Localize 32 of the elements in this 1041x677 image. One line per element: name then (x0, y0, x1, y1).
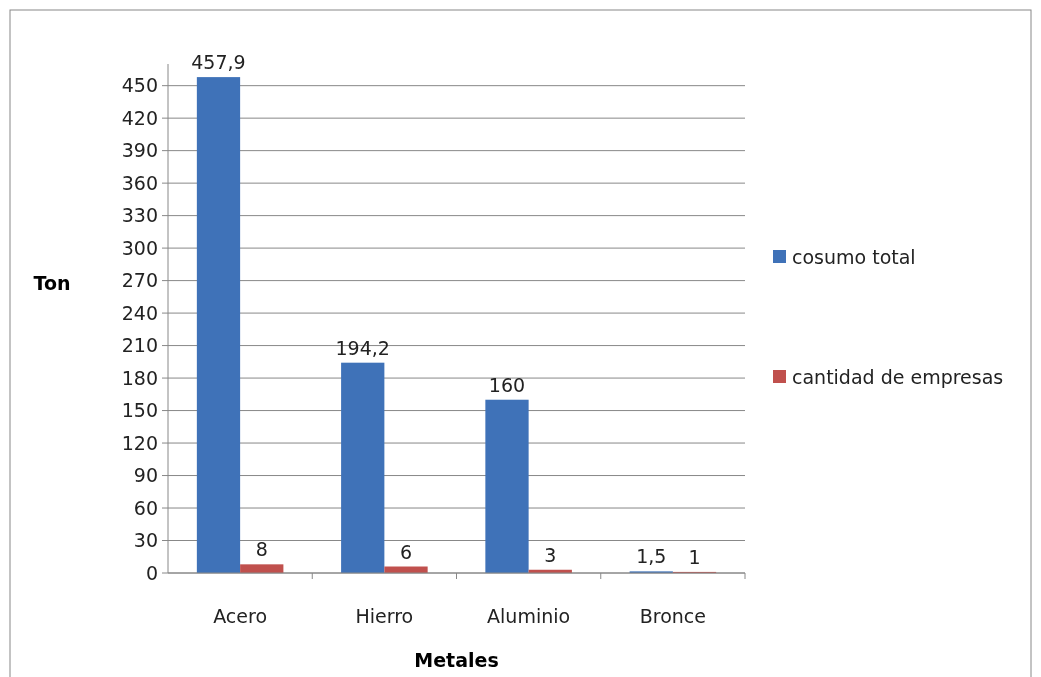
data-label: 194,2 (335, 336, 390, 359)
data-label: 160 (488, 373, 526, 396)
data-label: 1,5 (636, 545, 667, 568)
y-tick-label: 0 (145, 561, 158, 584)
y-tick-label: 180 (121, 366, 158, 389)
x-tick-label: Bronce (639, 605, 706, 627)
data-label: 457,9 (191, 51, 246, 74)
data-label: 1 (688, 545, 701, 568)
data-label: 3 (544, 543, 557, 566)
legend-label: cosumo total (792, 245, 916, 268)
data-label: 6 (399, 540, 413, 563)
y-tick-label: 300 (121, 236, 158, 259)
x-tick-label: Acero (213, 605, 268, 627)
y-tick-label: 240 (121, 301, 158, 324)
y-tick-label: 60 (133, 496, 158, 519)
x-tick-label: Hierro (355, 605, 414, 627)
y-tick-label: 420 (121, 106, 158, 129)
y-tick-label: 360 (121, 171, 158, 194)
y-tick-label: 150 (121, 399, 158, 422)
y-tick-label: 450 (121, 74, 158, 97)
y-axis-title: Ton (33, 272, 71, 294)
y-tick-label: 30 (133, 529, 158, 552)
y-tick-label: 120 (121, 431, 158, 454)
x-axis-title: Metales (414, 649, 499, 671)
x-tick-label: Aluminio (487, 605, 571, 627)
y-tick-label: 330 (121, 204, 158, 227)
y-tick-label: 390 (121, 139, 158, 162)
data-label: 8 (255, 538, 268, 561)
y-tick-label: 90 (133, 464, 158, 487)
legend-label: cantidad de empresas (792, 365, 1004, 388)
y-tick-label: 210 (121, 334, 158, 357)
y-tick-label: 270 (121, 269, 158, 292)
